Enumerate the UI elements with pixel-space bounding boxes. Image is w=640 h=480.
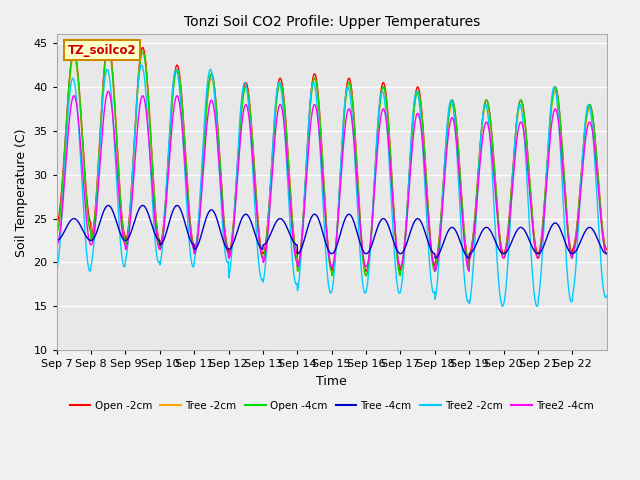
Tree2 -4cm (465, 268, 473, 274)
Tree -2cm (397, 273, 404, 278)
Tree2 -2cm (543, 172, 550, 178)
Tree -4cm (461, 252, 469, 258)
Open -4cm (397, 273, 404, 278)
Tree2 -2cm (533, 303, 541, 309)
Open -4cm (140, 49, 147, 55)
Line: Tree -4cm: Tree -4cm (57, 205, 607, 258)
Open -2cm (543, 168, 550, 174)
Tree -4cm (596, 243, 604, 249)
Tree2 -4cm (140, 93, 147, 99)
Tree2 -2cm (603, 293, 611, 299)
Tree -2cm (596, 206, 604, 212)
Tree -2cm (307, 94, 315, 99)
Open -4cm (104, 45, 112, 50)
Open -2cm (307, 89, 315, 95)
Open -2cm (317, 139, 325, 145)
Tree2 -2cm (307, 90, 315, 96)
Open -4cm (53, 229, 61, 235)
Line: Open -4cm: Open -4cm (57, 48, 607, 276)
Tree -4cm (53, 238, 61, 243)
Tree -4cm (140, 203, 147, 208)
Tree -4cm (307, 215, 315, 221)
Open -2cm (596, 202, 604, 207)
Line: Tree2 -4cm: Tree2 -4cm (57, 91, 607, 271)
Tree2 -4cm (596, 210, 604, 216)
Tree -2cm (603, 251, 611, 257)
Open -2cm (53, 220, 61, 226)
Tree2 -2cm (461, 288, 469, 293)
Open -2cm (397, 268, 404, 274)
Tree -2cm (317, 144, 325, 149)
Tree2 -2cm (138, 62, 145, 68)
Tree -4cm (104, 203, 112, 208)
Legend: Open -2cm, Tree -2cm, Open -4cm, Tree -4cm, Tree2 -2cm, Tree2 -4cm: Open -2cm, Tree -2cm, Open -4cm, Tree -4… (65, 396, 598, 415)
Line: Open -2cm: Open -2cm (57, 43, 607, 271)
Open -2cm (603, 246, 611, 252)
Tree2 -2cm (596, 251, 604, 257)
Tree -2cm (462, 250, 470, 255)
Tree2 -4cm (543, 181, 550, 187)
Open -2cm (462, 245, 470, 251)
Title: Tonzi Soil CO2 Profile: Upper Temperatures: Tonzi Soil CO2 Profile: Upper Temperatur… (184, 15, 480, 29)
Tree2 -2cm (140, 66, 147, 72)
Tree2 -4cm (317, 159, 325, 165)
Tree2 -4cm (104, 88, 112, 94)
Open -2cm (104, 40, 112, 46)
Tree -4cm (317, 225, 325, 231)
X-axis label: Time: Time (316, 375, 347, 388)
Open -4cm (543, 170, 550, 176)
Tree2 -2cm (317, 174, 325, 180)
Tree -2cm (53, 229, 61, 235)
Text: TZ_soilco2: TZ_soilco2 (68, 44, 136, 57)
Tree -2cm (104, 45, 112, 50)
Tree2 -4cm (461, 252, 469, 257)
Tree -2cm (543, 172, 550, 178)
Line: Tree -2cm: Tree -2cm (57, 48, 607, 276)
Tree -4cm (543, 236, 550, 241)
Y-axis label: Soil Temperature (C): Soil Temperature (C) (15, 128, 28, 256)
Tree2 -4cm (53, 242, 61, 248)
Tree2 -4cm (307, 117, 315, 123)
Line: Tree2 -2cm: Tree2 -2cm (57, 65, 607, 306)
Open -4cm (462, 249, 470, 255)
Open -4cm (603, 251, 611, 257)
Tree -4cm (603, 251, 611, 257)
Tree -4cm (465, 255, 473, 261)
Open -4cm (307, 94, 315, 99)
Tree -2cm (140, 49, 147, 55)
Open -2cm (140, 45, 147, 51)
Tree2 -4cm (603, 251, 611, 257)
Open -4cm (596, 204, 604, 210)
Tree2 -2cm (53, 267, 61, 273)
Open -4cm (317, 144, 325, 149)
